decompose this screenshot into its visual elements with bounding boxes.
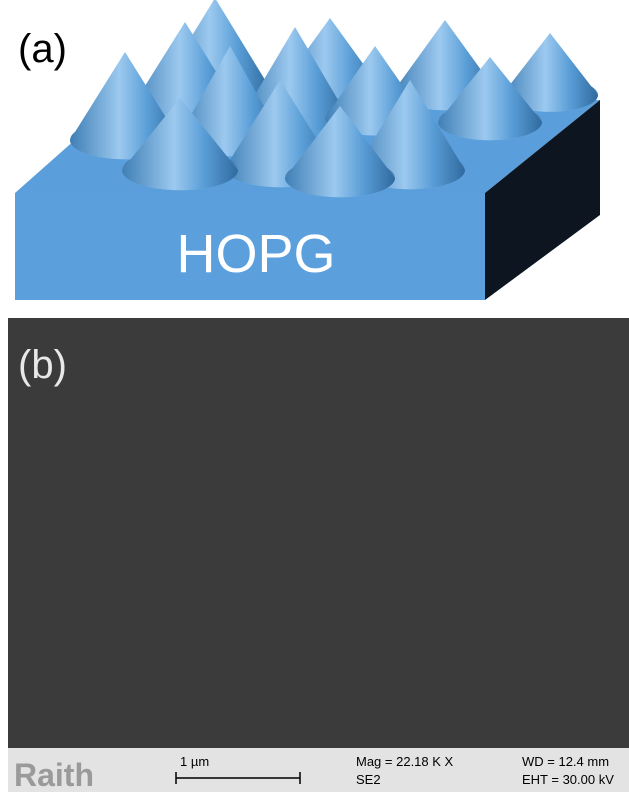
sem-image — [8, 318, 629, 748]
voltage: EHT = 30.00 kV — [522, 772, 614, 787]
scale-label: 1 µm — [180, 754, 209, 769]
detector: SE2 — [356, 772, 381, 787]
substrate-label: HOPG — [176, 224, 335, 284]
working-distance: WD = 12.4 mm — [522, 754, 609, 769]
panel-label: (a) — [18, 27, 67, 71]
panel-label: (b) — [18, 343, 67, 387]
figure: (a) HOPG (b) Raith 1 µm Mag = 22.18 K X … — [0, 0, 629, 792]
brand: Raith — [14, 757, 94, 792]
mag: Mag = 22.18 K X — [356, 754, 454, 769]
